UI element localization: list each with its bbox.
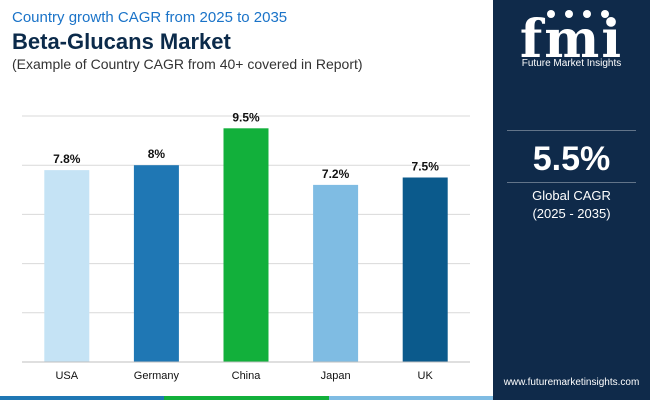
bottom-accent-bar [0,396,493,400]
chart-caption: (Example of Country CAGR from 40+ covere… [12,56,363,72]
kpi-divider [507,182,636,183]
global-cagr-label: Global CAGR [532,188,611,203]
x-tick-japan: Japan [321,370,351,382]
bar-japan [313,184,359,362]
global-cagr-range: (2025 - 2035) [532,206,611,221]
bar-usa [44,170,90,362]
bar-chart: 7.8% USA 8% Germany 9.5% China 7.2% Japan 7.5% UK [22,110,470,382]
x-tick-uk: UK [418,370,434,382]
fmi-logo: fmi [519,9,624,70]
bar-germany [133,165,179,362]
bar-china [223,128,269,362]
accent-segment-2 [164,396,329,400]
chart-subtitle: Country growth CAGR from 2025 to 2035 [12,9,288,26]
x-tick-usa: USA [55,370,78,382]
x-tick-germany: Germany [134,370,180,382]
website-link[interactable]: www.futuremarketinsights.com [503,377,640,388]
global-cagr-value: 5.5% [532,140,611,178]
sidebar-panel: fmi Future Market Insights 5.5% Global C… [493,0,650,400]
accent-segment-3 [328,396,493,400]
data-label-germany: 8% [148,147,166,161]
data-label-china: 9.5% [232,110,260,124]
data-label-uk: 7.5% [412,160,440,174]
accent-segment-1 [0,396,165,400]
logo-icons [547,10,609,18]
divider [507,130,636,131]
logo-text: Future Market Insights [521,58,622,69]
bar-uk [402,177,448,362]
chart-title: Beta-Glucans Market [12,29,231,54]
x-tick-china: China [232,370,262,382]
data-label-usa: 7.8% [53,152,81,166]
data-label-japan: 7.2% [322,167,350,181]
